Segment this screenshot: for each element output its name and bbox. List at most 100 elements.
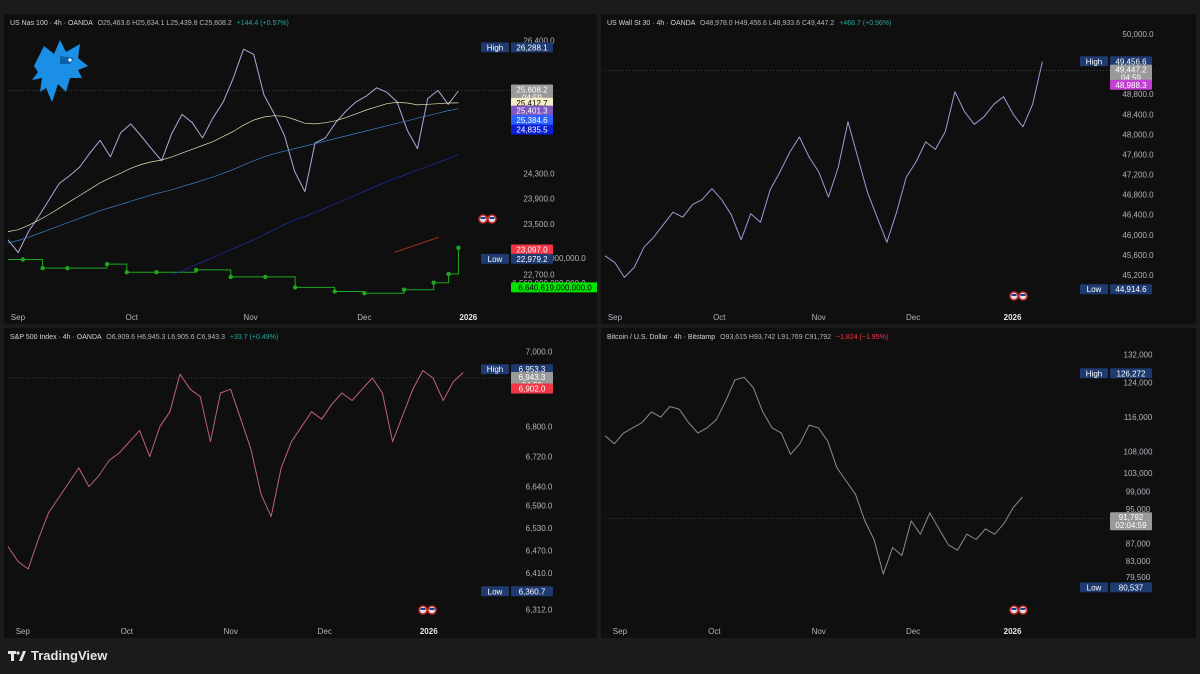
chart-panel-spx500[interactable]: S&P 500 Index · 4h · OANDA O6,909.6 H6,9… [4, 328, 597, 638]
low-label-badge [481, 253, 509, 264]
y-tick-label: 6,720.0 [526, 453, 553, 462]
y-tick-label: 87,000 [1126, 540, 1151, 549]
chart-header: US Nas 100 · 4h · OANDA O25,463.6 H25,63… [10, 20, 289, 27]
chart-title: Bitcoin / U.S. Dollar · 4h · Bitstamp [607, 334, 716, 341]
green-step-point [40, 265, 45, 271]
green-step-point [401, 287, 407, 292]
green-step-point [104, 261, 110, 267]
x-tick-label: 2026 [1004, 313, 1022, 322]
y-tick-label: 46,400.0 [1122, 211, 1154, 220]
x-tick-label: Oct [713, 313, 726, 322]
y-tick-label: 124,000 [1124, 379, 1153, 388]
x-tick-label: Sep [613, 627, 628, 636]
chart-panel-dow30[interactable]: US Wall St 30 · 4h · OANDA O48,978.0 H49… [601, 14, 1196, 324]
last-price-badge [1110, 512, 1152, 531]
x-tick-label: 2026 [459, 313, 477, 322]
low-label-badge [1080, 284, 1108, 295]
green-step-point [20, 257, 26, 262]
y-tick-label: 83,000 [1126, 557, 1151, 566]
high-label-badge [481, 42, 509, 53]
value-price-badge [511, 244, 553, 255]
y-tick-label: 50,000.0 [1122, 30, 1154, 39]
x-tick-label: Nov [224, 627, 238, 636]
badge-label: Low [488, 587, 503, 596]
chart-plot[interactable]: 26,400.0 24,300.0 23,900.0 23,500.0 22,700.0… [4, 14, 597, 324]
chart-header: Bitcoin / U.S. Dollar · 4h · Bitstamp O9… [607, 334, 888, 341]
y-tick-label: 47,200.0 [1122, 171, 1154, 180]
value-price-badge [511, 105, 553, 116]
x-tick-label: Dec [357, 313, 371, 322]
wolf-logo-icon [32, 40, 88, 102]
moving-average-line [7, 108, 459, 244]
high-label-badge [481, 364, 509, 375]
y-tick-label: 6,530.0 [526, 524, 553, 533]
chart-panel-nas100[interactable]: US Nas 100 · 4h · OANDA O25,463.6 H25,63… [4, 14, 597, 324]
badge-label: Low [488, 255, 503, 264]
green-step-point [292, 285, 298, 290]
ohlc-readout: O6,909.6 H6,945.3 L6,905.6 C6,943.3 [106, 334, 225, 341]
y-tick-label: 6,470.0 [526, 546, 553, 555]
badge-value: 6,640,619,000,000.0 [518, 283, 592, 292]
x-tick-label: Sep [16, 627, 31, 636]
y-tick-label: 48,000.0 [1122, 130, 1154, 139]
badge-value: 26,288.1 [516, 43, 548, 52]
badge-countdown: 02:04:59 [1115, 521, 1147, 530]
y-tick-label: 116,000 [1124, 413, 1153, 422]
chart-panel-btcusd[interactable]: Bitcoin / U.S. Dollar · 4h · Bitstamp O9… [601, 328, 1196, 638]
green-step-point [154, 270, 159, 275]
green-step-point [65, 265, 70, 271]
y-tick-label: 22,700.0 [523, 271, 555, 280]
chart-title: US Wall St 30 · 4h · OANDA [607, 20, 696, 27]
value-price-badge [1110, 79, 1152, 90]
value-price-badge [511, 97, 553, 108]
x-tick-label: Dec [318, 627, 332, 636]
change-readout: +468.7 (+0.96%) [839, 20, 892, 27]
badge-value: 44,914.6 [1115, 285, 1147, 294]
badge-value: 23,097.0 [516, 246, 548, 255]
badge-value: 80,537 [1119, 583, 1144, 592]
badge-value: 24,835.5 [516, 126, 548, 135]
tradingview-logo[interactable]: TradingView [8, 648, 107, 663]
badge-label: High [487, 365, 503, 374]
badge-value: 91,792 [1119, 513, 1144, 522]
x-tick-label: Sep [11, 313, 26, 322]
y-tick-label: 23,500.0 [523, 220, 555, 229]
chart-plot[interactable]: 50,000.0 48,800.0 48,400.0 48,000.0 47,600.0… [601, 14, 1196, 324]
us-flag-event-icon [489, 217, 495, 219]
chart-plot[interactable]: 7,000.0 6,800.0 6,720.0 6,640.0 6,590.0 6,530… [4, 328, 597, 638]
high-label-badge [1080, 368, 1108, 379]
chart-plot[interactable]: 132,000 124,000 116,000 108,000 103,000 99,00… [601, 328, 1196, 638]
x-tick-label: Oct [121, 627, 134, 636]
badge-value: 49,456.6 [1115, 57, 1147, 66]
badge-label: High [1086, 369, 1102, 378]
ohlc-readout: O48,978.0 H49,456.6 L48,933.6 C49,447.2 [700, 20, 835, 27]
x-tick-label: 2026 [1004, 627, 1022, 636]
tradingview-mark-icon [8, 650, 26, 661]
high-price-badge [1110, 368, 1152, 379]
y-tick-label: 45,200.0 [1122, 271, 1154, 280]
badge-value: 25,401.3 [516, 107, 548, 116]
y-tick-label: 7,000.0 [526, 348, 553, 357]
x-tick-label: Oct [708, 627, 721, 636]
green-step-line [8, 247, 459, 294]
x-tick-label: Dec [906, 627, 920, 636]
y-tick-label: 6,640.0 [526, 483, 553, 492]
green-step-point [362, 291, 367, 296]
low-price-badge [1110, 582, 1152, 593]
low-price-badge [511, 586, 553, 597]
y-tick-label: 6,312.0 [526, 606, 553, 615]
high-price-badge [1110, 56, 1152, 67]
y-tick-label: 103,000 [1124, 469, 1153, 478]
low-price-badge [511, 253, 553, 264]
y-tick-label: 6,800.0 [526, 423, 553, 432]
badge-value: 126,272 [1117, 369, 1146, 378]
us-flag-event-icon [1020, 608, 1026, 610]
ohlc-readout: O25,463.6 H25,634.1 L25,439.8 C25,608.2 [97, 20, 232, 27]
badge-value: 22,979.2 [516, 255, 548, 264]
value-price-badge [511, 282, 597, 293]
badge-value: 48,988.3 [1115, 81, 1147, 90]
x-tick-label: Oct [126, 313, 139, 322]
green-step-point [332, 289, 337, 294]
badge-value: 25,384.6 [516, 116, 548, 125]
value-price-badge [511, 124, 553, 135]
